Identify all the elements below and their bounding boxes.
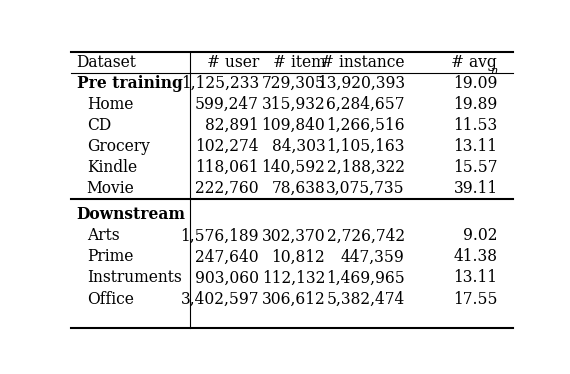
Text: Pre training: Pre training [76,75,182,92]
Text: 3,075,735: 3,075,735 [326,180,405,197]
Text: 10,812: 10,812 [271,248,325,266]
Text: 13.11: 13.11 [454,138,498,155]
Text: Downstream: Downstream [76,206,186,223]
Text: 729,305: 729,305 [262,75,325,92]
Text: 82,891: 82,891 [205,117,259,134]
Text: 2,726,742: 2,726,742 [327,227,405,245]
Text: 1,469,965: 1,469,965 [326,270,405,286]
Text: 109,840: 109,840 [262,117,325,134]
Text: 302,370: 302,370 [262,227,325,245]
Text: 3,402,597: 3,402,597 [181,291,259,307]
Text: 11.53: 11.53 [453,117,498,134]
Text: CD: CD [87,117,111,134]
Text: Prime: Prime [87,248,133,266]
Text: # instance: # instance [321,54,405,71]
Text: 306,612: 306,612 [262,291,325,307]
Text: n: n [490,66,498,76]
Text: 247,640: 247,640 [196,248,259,266]
Text: 9.02: 9.02 [463,227,498,245]
Text: 5,382,474: 5,382,474 [327,291,405,307]
Text: 222,760: 222,760 [196,180,259,197]
Text: 39.11: 39.11 [453,180,498,197]
Text: 6,284,657: 6,284,657 [326,96,405,113]
Text: 1,576,189: 1,576,189 [181,227,259,245]
Text: # user: # user [207,54,259,71]
Text: 112,132: 112,132 [262,270,325,286]
Text: 1,105,163: 1,105,163 [326,138,405,155]
Text: Grocery: Grocery [87,138,149,155]
Text: 41.38: 41.38 [454,248,498,266]
Text: Instruments: Instruments [87,270,181,286]
Text: 1,125,233: 1,125,233 [181,75,259,92]
Text: 19.09: 19.09 [453,75,498,92]
Text: 315,932: 315,932 [262,96,325,113]
Text: # avg: # avg [451,54,496,71]
Text: Kindle: Kindle [87,159,137,176]
Text: Home: Home [87,96,133,113]
Text: Dataset: Dataset [76,54,136,71]
Text: 1,266,516: 1,266,516 [326,117,405,134]
Text: 19.89: 19.89 [453,96,498,113]
Text: 118,061: 118,061 [196,159,259,176]
Text: 903,060: 903,060 [195,270,259,286]
Text: 140,592: 140,592 [262,159,325,176]
Text: 13,920,393: 13,920,393 [317,75,405,92]
Text: 599,247: 599,247 [195,96,259,113]
Text: Arts: Arts [87,227,119,245]
Text: 84,303: 84,303 [271,138,325,155]
Text: 447,359: 447,359 [341,248,405,266]
Text: 15.57: 15.57 [453,159,498,176]
Text: 13.11: 13.11 [454,270,498,286]
Text: 17.55: 17.55 [453,291,498,307]
Text: 102,274: 102,274 [196,138,259,155]
Text: Movie: Movie [87,180,135,197]
Text: # item: # item [272,54,325,71]
Text: Office: Office [87,291,133,307]
Text: 78,638: 78,638 [271,180,325,197]
Text: 2,188,322: 2,188,322 [327,159,405,176]
